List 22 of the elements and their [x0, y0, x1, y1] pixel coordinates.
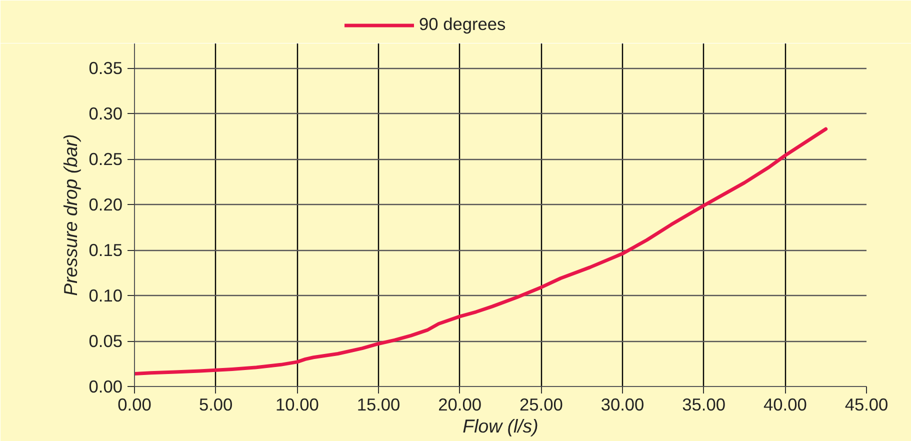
y-tick-label: 0.15 — [88, 240, 123, 260]
line-series — [134, 127, 828, 376]
y-axis-title: Pressure drop (bar) — [60, 134, 81, 296]
legend-label: 90 degrees — [419, 14, 506, 35]
x-tick-label: 35.00 — [682, 394, 726, 414]
y-tick-label: 0.25 — [88, 149, 123, 170]
x-tick-label: 45.00 — [844, 394, 888, 414]
x-tick-label: 5.00 — [198, 394, 233, 414]
x-tick-label: 0.00 — [118, 394, 152, 414]
y-tick-label: 0.10 — [88, 286, 123, 306]
x-tick-label: 15.00 — [356, 394, 400, 414]
y-tick-label: 0.35 — [88, 58, 123, 78]
x-tick-label: 40.00 — [763, 394, 807, 414]
x-tick-label: 10.00 — [275, 394, 319, 414]
x-tick-label: 20.00 — [438, 394, 482, 414]
y-tick-label: 0.05 — [88, 331, 123, 352]
y-tick-label: 0.30 — [88, 104, 123, 124]
y-tick-label: 0.20 — [88, 194, 123, 215]
y-tick-label: 0.00 — [88, 376, 123, 396]
x-tick-label: 30.00 — [600, 394, 644, 414]
x-tick-label: 25.00 — [519, 394, 563, 414]
x-axis-title: Flow (l/s) — [462, 416, 538, 436]
